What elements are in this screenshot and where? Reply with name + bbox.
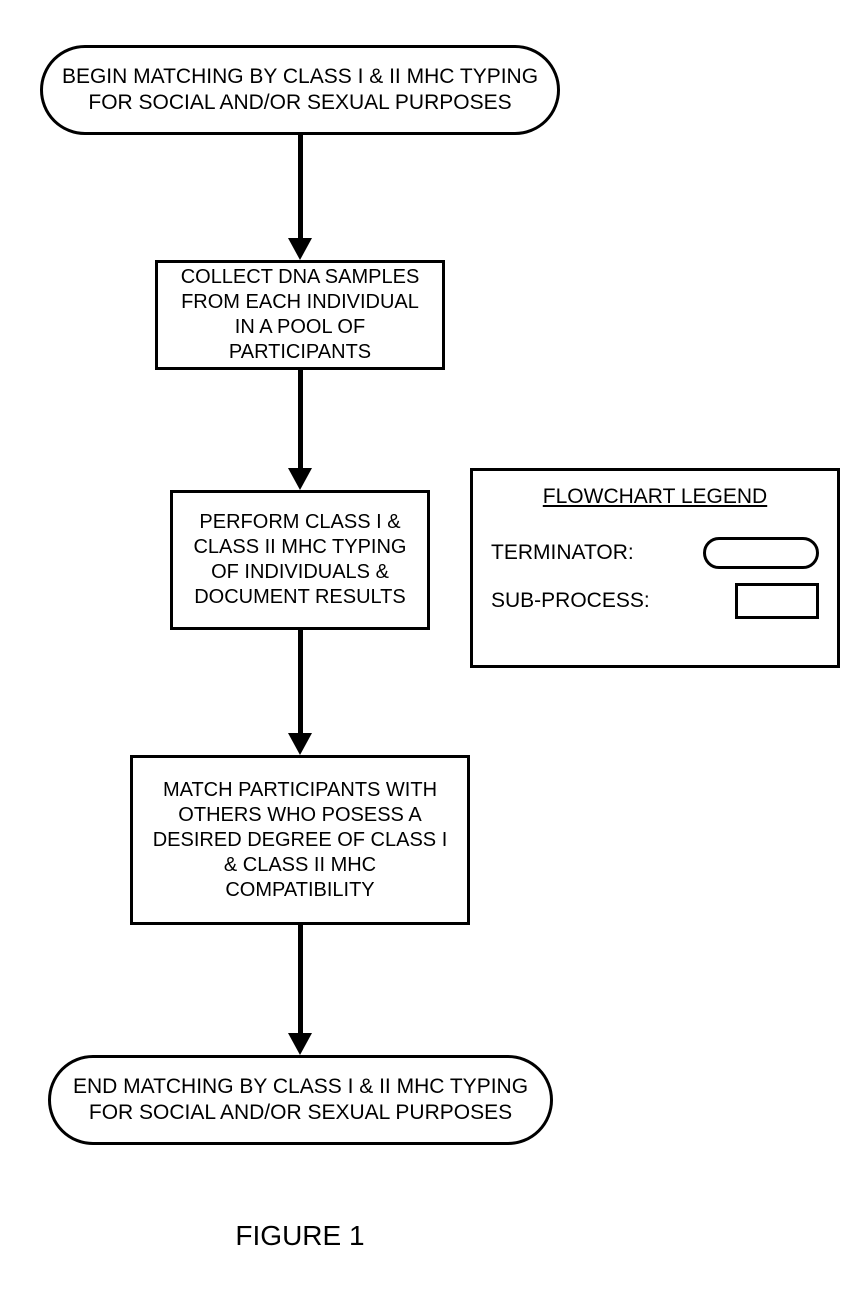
node-text: MATCH PARTICIPANTS WITH OTHERS WHO POSES… bbox=[147, 778, 453, 903]
arrow-head-icon bbox=[288, 733, 312, 755]
node-text: BEGIN MATCHING BY CLASS I & II MHC TYPIN… bbox=[57, 64, 543, 117]
legend-title: FLOWCHART LEGEND bbox=[491, 485, 819, 509]
flowchart-subprocess-collect: COLLECT DNA SAMPLES FROM EACH INDIVIDUAL… bbox=[155, 260, 445, 370]
legend-row-subprocess: SUB-PROCESS: bbox=[491, 583, 819, 619]
legend-label: TERMINATOR: bbox=[491, 541, 634, 565]
figure-caption: FIGURE 1 bbox=[0, 1220, 600, 1252]
legend-label: SUB-PROCESS: bbox=[491, 589, 650, 613]
arrow-head-icon bbox=[288, 468, 312, 490]
arrow-head-icon bbox=[288, 238, 312, 260]
arrow-line bbox=[298, 370, 303, 468]
legend-row-terminator: TERMINATOR: bbox=[491, 537, 819, 569]
node-text: END MATCHING BY CLASS I & II MHC TYPING … bbox=[65, 1074, 536, 1127]
flowchart-subprocess-perform: PERFORM CLASS I & CLASS II MHC TYPING OF… bbox=[170, 490, 430, 630]
arrow-line bbox=[298, 630, 303, 733]
arrow-line bbox=[298, 925, 303, 1033]
caption-text: FIGURE 1 bbox=[235, 1220, 364, 1251]
arrow-line bbox=[298, 135, 303, 238]
flowchart-legend: FLOWCHART LEGEND TERMINATOR: SUB-PROCESS… bbox=[470, 468, 840, 668]
legend-terminator-shape-icon bbox=[703, 537, 819, 569]
flowchart-terminator-start: BEGIN MATCHING BY CLASS I & II MHC TYPIN… bbox=[40, 45, 560, 135]
flowchart-terminator-end: END MATCHING BY CLASS I & II MHC TYPING … bbox=[48, 1055, 553, 1145]
node-text: PERFORM CLASS I & CLASS II MHC TYPING OF… bbox=[187, 510, 413, 610]
flowchart-subprocess-match: MATCH PARTICIPANTS WITH OTHERS WHO POSES… bbox=[130, 755, 470, 925]
arrow-head-icon bbox=[288, 1033, 312, 1055]
legend-subprocess-shape-icon bbox=[735, 583, 819, 619]
node-text: COLLECT DNA SAMPLES FROM EACH INDIVIDUAL… bbox=[172, 265, 428, 365]
